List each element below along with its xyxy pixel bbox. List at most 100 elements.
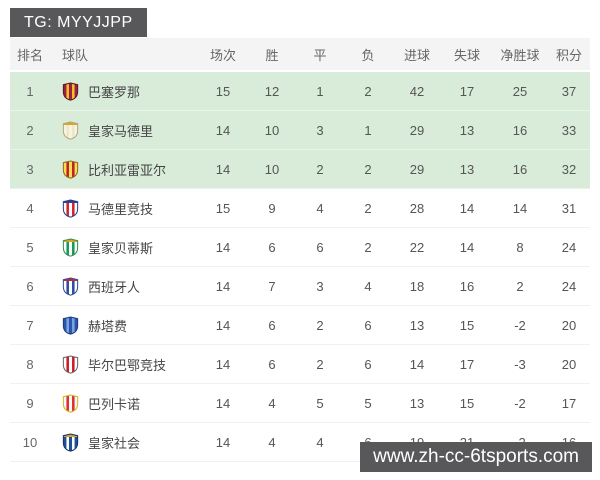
rayo-vallecano-crest-icon bbox=[62, 393, 79, 413]
goal-diff-cell: 8 bbox=[492, 227, 548, 267]
league-standings-table: 排名 球队 场次 胜 平 负 进球 失球 净胜球 积分 1 巴塞罗那 15 12 1 2 4… bbox=[10, 38, 590, 462]
goal-diff-cell: 16 bbox=[492, 110, 548, 150]
goals-for-cell: 28 bbox=[392, 188, 442, 228]
losses-cell: 1 bbox=[344, 110, 392, 150]
played-cell: 14 bbox=[198, 227, 248, 267]
played-cell: 14 bbox=[198, 266, 248, 306]
team-name: 赫塔费 bbox=[88, 318, 128, 334]
team-cell: 皇家社会 bbox=[50, 422, 198, 462]
rank-cell: 8 bbox=[10, 344, 50, 384]
rank-cell: 1 bbox=[10, 71, 50, 111]
athletic-bilbao-crest-icon bbox=[62, 354, 79, 374]
losses-cell: 4 bbox=[344, 266, 392, 306]
wins-cell: 4 bbox=[248, 422, 296, 462]
goals-for-cell: 42 bbox=[392, 71, 442, 111]
rank-cell: 4 bbox=[10, 188, 50, 228]
goal-diff-cell: 14 bbox=[492, 188, 548, 228]
rank-cell: 9 bbox=[10, 383, 50, 423]
team-row: 2 皇家马德里 14 10 3 1 29 13 16 33 bbox=[10, 110, 590, 150]
draws-cell: 3 bbox=[296, 110, 344, 150]
team-cell: 毕尔巴鄂竞技 bbox=[50, 344, 198, 384]
goal-diff-cell: -2 bbox=[492, 305, 548, 345]
losses-cell: 2 bbox=[344, 188, 392, 228]
played-cell: 14 bbox=[198, 110, 248, 150]
barcelona-crest-icon bbox=[62, 81, 79, 101]
team-name: 比利亚雷亚尔 bbox=[88, 162, 167, 178]
losses-cell: 2 bbox=[344, 149, 392, 189]
team-name: 西班牙人 bbox=[88, 279, 141, 295]
points-cell: 31 bbox=[548, 188, 590, 228]
team-cell: 巴塞罗那 bbox=[50, 71, 198, 111]
played-cell: 14 bbox=[198, 383, 248, 423]
team-name: 巴列卡诺 bbox=[88, 396, 141, 412]
rank-cell: 10 bbox=[10, 422, 50, 462]
goal-diff-cell: 2 bbox=[492, 266, 548, 306]
goals-against-cell: 14 bbox=[442, 227, 492, 267]
team-row: 9 巴列卡诺 14 4 5 5 13 15 -2 17 bbox=[10, 383, 590, 423]
losses-cell: 2 bbox=[344, 71, 392, 111]
team-cell: 赫塔费 bbox=[50, 305, 198, 345]
team-row: 6 西班牙人 14 7 3 4 18 16 2 24 bbox=[10, 266, 590, 306]
played-cell: 15 bbox=[198, 71, 248, 111]
draws-cell: 5 bbox=[296, 383, 344, 423]
goals-against-cell: 15 bbox=[442, 383, 492, 423]
played-cell: 14 bbox=[198, 422, 248, 462]
header-wins: 胜 bbox=[248, 38, 296, 72]
team-cell: 巴列卡诺 bbox=[50, 383, 198, 423]
goals-against-cell: 14 bbox=[442, 188, 492, 228]
real-sociedad-crest-icon bbox=[62, 432, 79, 452]
goals-against-cell: 16 bbox=[442, 266, 492, 306]
team-row: 8 毕尔巴鄂竞技 14 6 2 6 14 17 -3 20 bbox=[10, 344, 590, 384]
atletico-madrid-crest-icon bbox=[62, 198, 79, 218]
goals-for-cell: 18 bbox=[392, 266, 442, 306]
team-row: 7 赫塔费 14 6 2 6 13 15 -2 20 bbox=[10, 305, 590, 345]
points-cell: 32 bbox=[548, 149, 590, 189]
header-played: 场次 bbox=[198, 38, 248, 72]
draws-cell: 2 bbox=[296, 305, 344, 345]
draws-cell: 1 bbox=[296, 71, 344, 111]
table-header-row: 排名 球队 场次 胜 平 负 进球 失球 净胜球 积分 bbox=[10, 38, 590, 72]
wins-cell: 4 bbox=[248, 383, 296, 423]
goals-against-cell: 13 bbox=[442, 149, 492, 189]
goals-for-cell: 29 bbox=[392, 149, 442, 189]
points-cell: 37 bbox=[548, 71, 590, 111]
team-name: 巴塞罗那 bbox=[88, 84, 141, 100]
draws-cell: 6 bbox=[296, 227, 344, 267]
rank-cell: 3 bbox=[10, 149, 50, 189]
header-goals-for: 进球 bbox=[392, 38, 442, 72]
goals-for-cell: 29 bbox=[392, 110, 442, 150]
draws-cell: 3 bbox=[296, 266, 344, 306]
site-url-banner[interactable]: www.zh-cc-6tsports.com bbox=[360, 442, 592, 472]
points-cell: 33 bbox=[548, 110, 590, 150]
draws-cell: 2 bbox=[296, 344, 344, 384]
real-madrid-crest-icon bbox=[62, 120, 79, 140]
played-cell: 15 bbox=[198, 188, 248, 228]
team-row: 5 皇家贝蒂斯 14 6 6 2 22 14 8 24 bbox=[10, 227, 590, 267]
rank-cell: 7 bbox=[10, 305, 50, 345]
team-cell: 皇家贝蒂斯 bbox=[50, 227, 198, 267]
played-cell: 14 bbox=[198, 305, 248, 345]
losses-cell: 5 bbox=[344, 383, 392, 423]
team-row: 1 巴塞罗那 15 12 1 2 42 17 25 37 bbox=[10, 71, 590, 111]
wins-cell: 6 bbox=[248, 227, 296, 267]
goals-for-cell: 22 bbox=[392, 227, 442, 267]
team-name: 皇家贝蒂斯 bbox=[88, 240, 154, 256]
wins-cell: 7 bbox=[248, 266, 296, 306]
points-cell: 24 bbox=[548, 227, 590, 267]
rank-cell: 6 bbox=[10, 266, 50, 306]
goals-against-cell: 15 bbox=[442, 305, 492, 345]
team-row: 4 马德里竞技 15 9 4 2 28 14 14 31 bbox=[10, 188, 590, 228]
team-name: 皇家社会 bbox=[88, 435, 141, 451]
header-draws: 平 bbox=[296, 38, 344, 72]
wins-cell: 12 bbox=[248, 71, 296, 111]
team-name: 毕尔巴鄂竞技 bbox=[88, 357, 167, 373]
goal-diff-cell: 16 bbox=[492, 149, 548, 189]
losses-cell: 6 bbox=[344, 344, 392, 384]
header-losses: 负 bbox=[344, 38, 392, 72]
wins-cell: 10 bbox=[248, 149, 296, 189]
losses-cell: 2 bbox=[344, 227, 392, 267]
points-cell: 24 bbox=[548, 266, 590, 306]
goals-for-cell: 14 bbox=[392, 344, 442, 384]
rank-cell: 5 bbox=[10, 227, 50, 267]
goals-against-cell: 17 bbox=[442, 344, 492, 384]
